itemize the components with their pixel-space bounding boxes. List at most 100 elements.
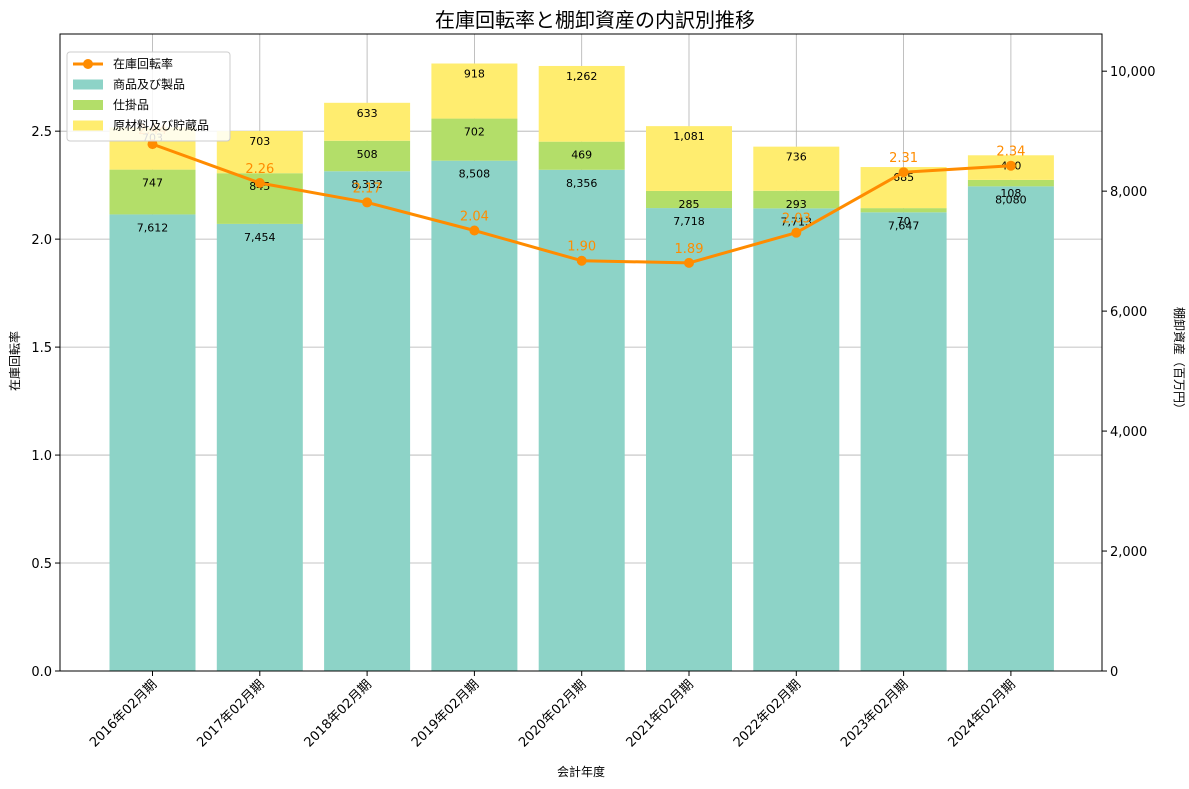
bar-value-label: 508 [357, 148, 378, 161]
bar-value-label: 108 [1000, 187, 1021, 200]
legend-label: 原材料及び貯蔵品 [113, 119, 209, 133]
turnover-point [684, 257, 694, 268]
bar-segment [431, 160, 518, 671]
bar-value-label: 8,356 [566, 177, 598, 190]
legend-swatch [73, 120, 103, 131]
y-left-tick-label: 1.0 [31, 449, 52, 464]
bar-value-label: 736 [786, 151, 807, 164]
bar-value-label: 7,718 [673, 215, 705, 228]
x-tick-label: 2020年02月期 [516, 677, 589, 750]
bar-segment [860, 208, 947, 213]
legend-swatch [73, 79, 103, 90]
legend-swatch [73, 100, 103, 110]
bar-value-label: 7,647 [888, 219, 920, 232]
plot-frame [59, 33, 1103, 672]
bar-segment [109, 214, 196, 672]
bar-value-label: 469 [571, 149, 592, 162]
bar-segment [538, 141, 625, 170]
legend-marker [83, 59, 93, 69]
x-tick-label: 2022年02月期 [731, 677, 804, 750]
bar-segment [646, 126, 732, 191]
turnover-value-label: 2.31 [889, 151, 918, 166]
bar-segment [646, 190, 732, 209]
bar-value-label: 8,080 [995, 193, 1027, 206]
legend-box [66, 51, 231, 142]
turnover-point [576, 255, 587, 266]
bar-segment [431, 63, 518, 119]
bar-value-label: 702 [464, 126, 485, 139]
bar-segment [860, 212, 947, 671]
turnover-value-label: 2.34 [996, 145, 1025, 160]
x-tick-label: 2021年02月期 [624, 677, 697, 750]
bar-value-label: 285 [679, 198, 700, 211]
x-tick-label: 2017年02月期 [194, 677, 267, 750]
x-axis-label: 会計年度 [557, 764, 605, 779]
bar-value-label: 747 [142, 177, 163, 190]
x-tick-label: 2018年02月期 [302, 677, 375, 750]
bar-value-label: 918 [464, 68, 485, 81]
turnover-value-label: 2.17 [353, 181, 382, 196]
y-left-tick-label: 2.0 [31, 233, 52, 248]
bar-segment [216, 131, 303, 174]
turnover-value-label: 1.89 [675, 242, 704, 257]
chart-title: 在庫回転率と棚卸資産の内訳別推移 [435, 8, 755, 32]
y-right-tick-label: 2,000 [1110, 545, 1147, 560]
turnover-point [254, 177, 265, 188]
y-right-tick-label: 10,000 [1110, 65, 1156, 80]
y-right-tick-label: 6,000 [1110, 305, 1147, 320]
turnover-point [469, 225, 480, 236]
x-tick-label: 2019年02月期 [409, 677, 482, 750]
turnover-value-label: 1.90 [567, 240, 596, 255]
bar-value-label: 7,713 [781, 215, 813, 228]
bar-value-label: 8,508 [459, 168, 491, 181]
bar-segment [538, 65, 625, 142]
y-left-tick-label: 1.5 [31, 341, 52, 356]
bar-segment [753, 208, 840, 672]
y-left-tick-label: 0.5 [31, 557, 52, 572]
bar-value-label: 1,081 [673, 130, 705, 143]
bar-segment [967, 179, 1054, 187]
y-right-tick-label: 0 [1110, 665, 1118, 680]
y-right-tick-label: 8,000 [1110, 185, 1147, 200]
x-tick-label: 2023年02月期 [838, 677, 911, 750]
bar-segment [431, 118, 518, 161]
turnover-point [1005, 160, 1016, 171]
turnover-line-layer: 2.442.262.172.041.901.892.032.312.34 [138, 123, 1025, 268]
bar-value-label: 70 [897, 215, 911, 228]
bar-value-label: 7,612 [137, 221, 169, 234]
bar-value-label: 293 [786, 198, 807, 211]
x-tick-label: 2024年02月期 [945, 677, 1018, 750]
y-axis-left-label: 在庫回転率 [7, 331, 22, 391]
bar-value-label: 7,454 [244, 231, 276, 244]
bar-segment [324, 171, 411, 671]
turnover-point [147, 139, 158, 150]
y-left-tick-label: 0.0 [31, 665, 52, 680]
bar-value-label: 8,332 [351, 178, 383, 191]
turnover-value-label: 2.04 [460, 209, 489, 224]
bar-segment [646, 208, 732, 671]
bar-value-label: 703 [249, 135, 270, 148]
turnover-value-label: 2.03 [782, 212, 811, 227]
x-tick-label: 2016年02月期 [87, 677, 160, 750]
bar-value-label: 1,262 [566, 70, 598, 83]
turnover-point [362, 197, 373, 208]
y-left-tick-label: 2.5 [31, 125, 52, 140]
y-right-tick-label: 4,000 [1110, 425, 1147, 440]
bar-segment [216, 223, 303, 671]
bar-segment [324, 102, 411, 141]
bar-value-label: 633 [357, 107, 378, 120]
turnover-value-label: 2.26 [245, 162, 274, 177]
bar-segment [324, 140, 411, 172]
bar-segment [109, 169, 196, 215]
bar-segment [753, 146, 840, 191]
turnover-point [791, 227, 802, 238]
legend-label: 仕掛品 [113, 97, 149, 112]
bar-segment [753, 190, 840, 209]
bar-segment [967, 186, 1054, 671]
bars-layer [109, 63, 1054, 672]
legend-label: 在庫回転率 [113, 56, 173, 71]
turnover-point [898, 167, 909, 178]
y-axis-right-label: 棚卸資産（百万円） [1172, 307, 1187, 415]
